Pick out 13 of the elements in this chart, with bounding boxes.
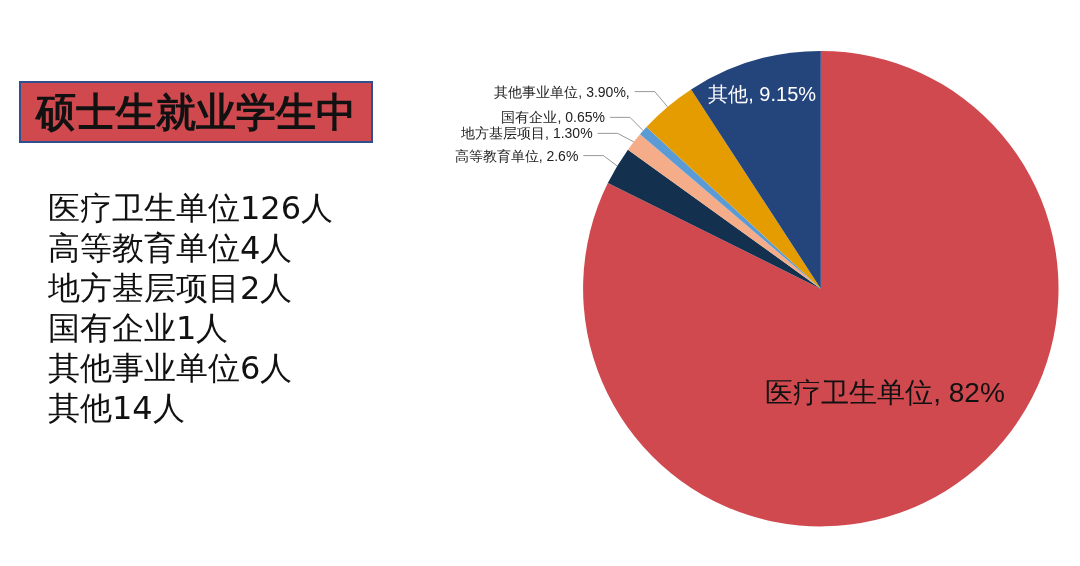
slice-label: 高等教育单位, 2.6% <box>454 147 579 164</box>
text: 硕士生就业学生中 <box>34 90 356 134</box>
slice-label: 国有企业, 0.65% <box>501 109 605 126</box>
slice-label: 医疗卫生单位, 82% <box>765 376 1005 408</box>
text: 高等教育单位4人 <box>48 228 294 268</box>
slice-label: 其他事业单位, 3.90%, <box>494 83 630 100</box>
text: 其他事业单位6人 <box>48 348 294 388</box>
text: 医疗卫生单位126人 <box>48 188 334 228</box>
text: 其他14人 <box>48 388 186 428</box>
text: 国有企业1人 <box>48 308 230 348</box>
text: 地方基层项目2人 <box>48 268 294 308</box>
slice-label: 地方基层项目, 1.30% <box>460 125 593 142</box>
slice-label: 其他, 9.15% <box>708 82 817 105</box>
